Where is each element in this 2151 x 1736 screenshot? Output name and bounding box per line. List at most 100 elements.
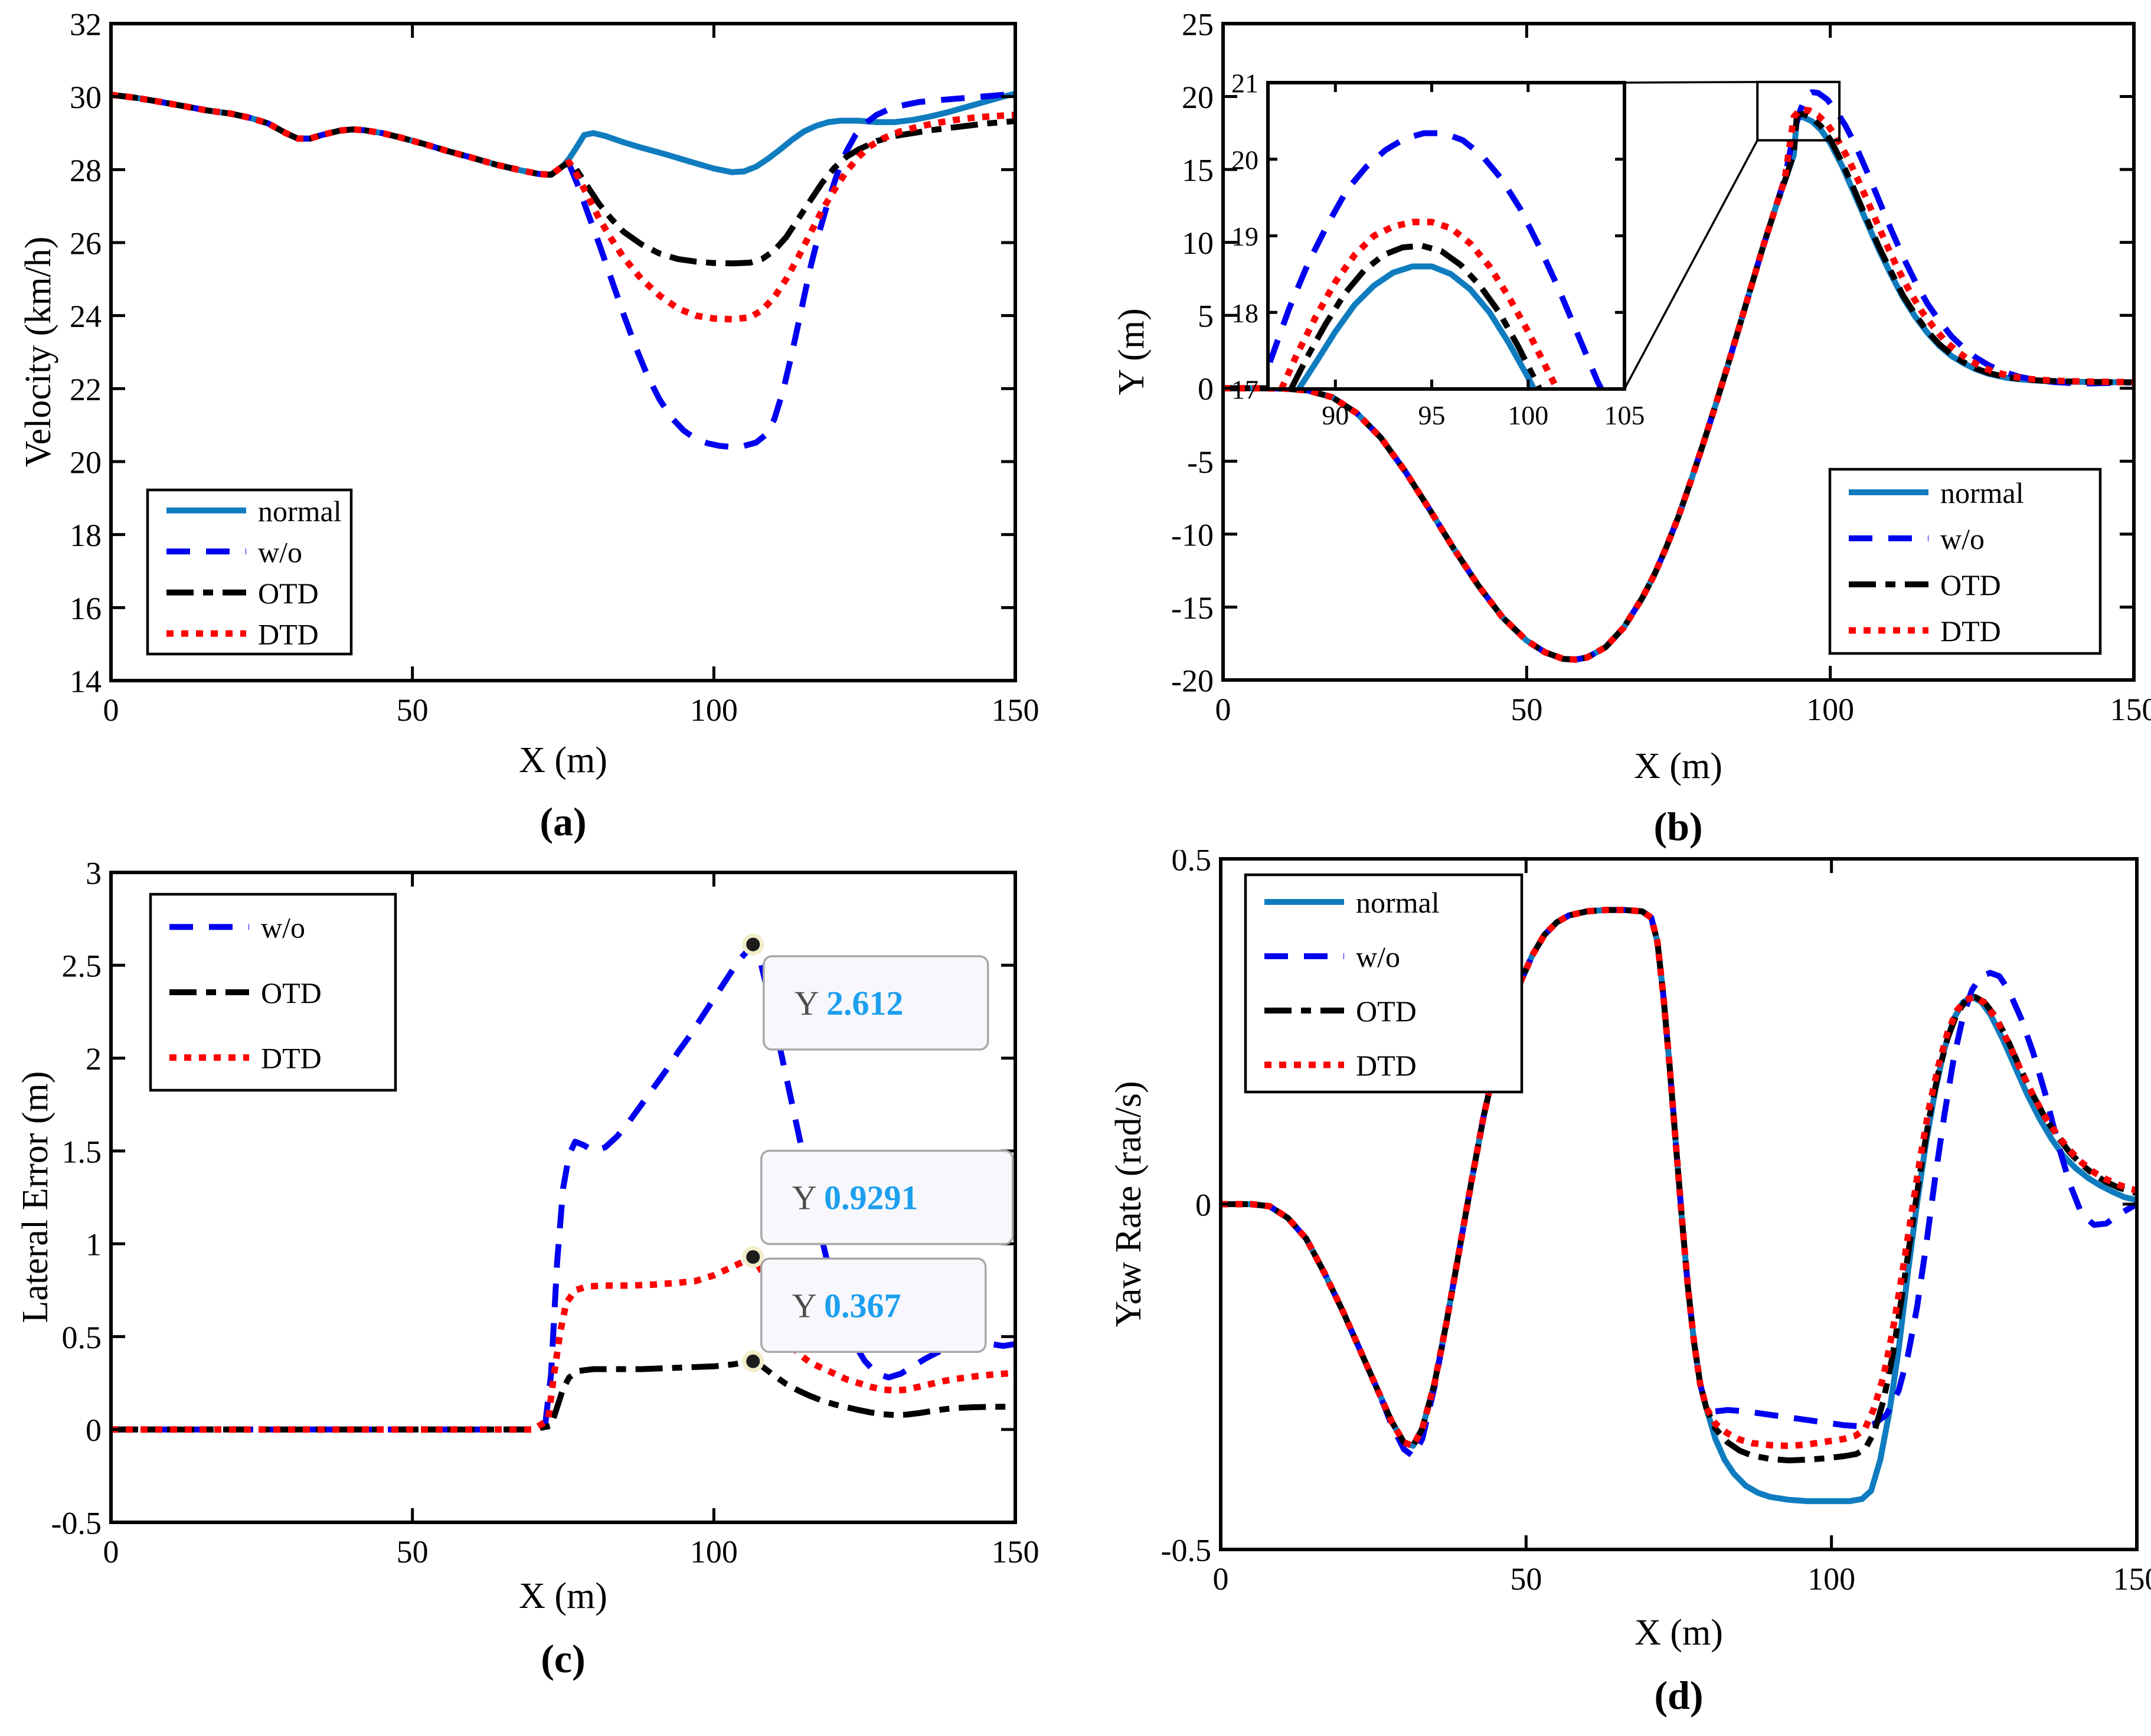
x-tick-label: 50 — [1511, 692, 1542, 727]
zoom-connector-top — [1624, 81, 1758, 84]
y-tick-label: 2 — [86, 1041, 102, 1077]
datatip-box — [762, 955, 989, 1051]
zoom-connector-bottom — [1623, 139, 1758, 390]
panel-c-caption: (c) — [541, 1636, 586, 1681]
axes-group: 0 50 100 150 14 16 18 20 22 24 26 28 30 32 — [70, 6, 1039, 728]
x-tick-label: 150 — [2113, 1561, 2151, 1597]
y-tick-label: 3 — [86, 855, 102, 891]
x-tick-label: 100 — [1807, 1561, 1855, 1597]
y-tick-label: -0.5 — [1161, 1532, 1211, 1568]
legend-box — [1828, 467, 2102, 655]
inset-series-group — [1268, 130, 1604, 389]
y-tick-label: 5 — [1198, 299, 1214, 334]
x-tick-label: 0 — [1213, 1561, 1229, 1597]
panel-d-ylabel: Yaw Rate (rad/s) — [1109, 1081, 1149, 1328]
y-tick-label: 0 — [1195, 1187, 1211, 1222]
inset-series-DTD — [1278, 218, 1560, 389]
y-tick-label: 1.5 — [62, 1134, 102, 1169]
series-w/o — [111, 941, 1015, 1433]
y-tick-label: 2.5 — [62, 949, 102, 984]
axes-box — [1266, 81, 1626, 391]
y-tick-label: 0 — [86, 1413, 102, 1448]
panel-a-caption: (a) — [540, 799, 587, 844]
legend-label-normal: normal — [258, 495, 342, 528]
legend-group: normal w/o OTD DTD — [146, 488, 353, 656]
x-tick-label: 100 — [1508, 400, 1548, 430]
x-tick-label: 90 — [1322, 400, 1349, 430]
y-tick-label: -10 — [1171, 517, 1214, 552]
datatip-text: Y 2.612 — [795, 984, 904, 1022]
x-tick-label: 0 — [103, 1534, 119, 1570]
x-tick-label: 150 — [992, 1534, 1039, 1570]
legend-label-OTD: OTD — [258, 577, 319, 610]
zoom-source-rect — [1756, 80, 1841, 142]
inset-background — [1268, 83, 1624, 389]
x-tick-label: 150 — [992, 692, 1039, 728]
legend-label-OTD: OTD — [261, 976, 322, 1009]
x-tick-label: 50 — [1510, 1561, 1542, 1597]
legend-label-DTD: DTD — [258, 617, 319, 650]
panel-a: 0 50 100 150 14 16 18 20 22 24 26 28 30 32 normal w/o OT… — [0, 0, 1076, 850]
y-tick-label: 28 — [70, 153, 102, 188]
x-tick-label: 50 — [397, 692, 429, 728]
y-tick-label: 0 — [1198, 371, 1214, 407]
legend-label-normal: normal — [1940, 476, 2024, 509]
y-tick-label: 14 — [70, 663, 102, 699]
y-tick-label: -0.5 — [51, 1505, 102, 1541]
y-tick-label: 10 — [1182, 225, 1214, 261]
legend-label-w/o: w/o — [261, 911, 305, 944]
datatip-text: Y 0.9291 — [792, 1178, 918, 1217]
legend-label-DTD: DTD — [1940, 614, 2001, 648]
panel-b-ylabel: Y (m) — [1112, 308, 1152, 395]
panel-c-xlabel: X (m) — [519, 1576, 607, 1616]
y-tick-label: -15 — [1171, 590, 1214, 626]
panel-a-plot: 0 50 100 150 14 16 18 20 22 24 26 28 30 32 normal w/o OT… — [70, 6, 1039, 728]
series-DTD — [111, 1253, 1015, 1433]
y-tick-label: 19 — [1231, 221, 1258, 251]
y-tick-label: 18 — [70, 518, 102, 553]
legend-label-OTD: OTD — [1940, 568, 2001, 601]
axes-group: 0 50 100 150-0.500.511.522.53 — [51, 855, 1039, 1570]
datatip-box — [760, 1257, 987, 1354]
x-tick-label: 0 — [103, 692, 119, 728]
legend-label-OTD: OTD — [1356, 995, 1417, 1028]
legend-box — [146, 488, 353, 656]
y-tick-label: 20 — [1231, 145, 1258, 175]
datatip-text: Y 0.367 — [792, 1286, 901, 1325]
panel-d-xlabel: X (m) — [1635, 1613, 1723, 1653]
panel-b-caption: (b) — [1653, 804, 1703, 849]
x-tick-label: 95 — [1418, 400, 1446, 430]
panel-b-plot: 0 50 100 150 -20 -15 -10 -5 0 5 10 15 20 25 90 95 100 105… — [1171, 6, 2151, 727]
y-tick-label: 0.5 — [62, 1320, 102, 1355]
y-tick-label: 17 — [1231, 375, 1258, 405]
y-tick-label: 21 — [1231, 68, 1258, 99]
series-DTD — [111, 91, 1015, 323]
y-tick-label: 32 — [70, 6, 102, 42]
y-tick-label: 18 — [1231, 298, 1258, 328]
datatip-box — [760, 1149, 1014, 1245]
inset-axes-group: 90 95 100 105 17 18 19 20 21 — [1231, 68, 1645, 430]
x-tick-label: 100 — [690, 692, 738, 728]
x-tick-label: 150 — [2110, 692, 2151, 727]
y-tick-label: 15 — [1182, 153, 1214, 188]
y-tick-label: 20 — [70, 444, 102, 480]
datatip-marker — [742, 1245, 764, 1268]
y-tick-label: 30 — [70, 80, 102, 115]
x-tick-label: 100 — [690, 1534, 738, 1570]
panel-b-xlabel: X (m) — [1634, 746, 1722, 786]
axes-box — [109, 871, 1017, 1524]
datatip-marker — [742, 1350, 764, 1372]
legend-label-DTD: DTD — [1356, 1049, 1417, 1082]
panel-c-ylabel: Lateral Error (m) — [15, 1071, 55, 1323]
panel-a-ylabel: Velocity (km/h) — [18, 236, 58, 467]
y-tick-label: 22 — [70, 372, 102, 407]
axes-group: 0 50 100 150 -20 -15 -10 -5 0 5 10 15 20 25 — [1171, 6, 2151, 727]
series-DTD — [1223, 106, 2134, 663]
y-tick-label: 26 — [70, 225, 102, 261]
y-tick-label: -5 — [1187, 444, 1214, 480]
y-tick-label: 16 — [70, 591, 102, 626]
